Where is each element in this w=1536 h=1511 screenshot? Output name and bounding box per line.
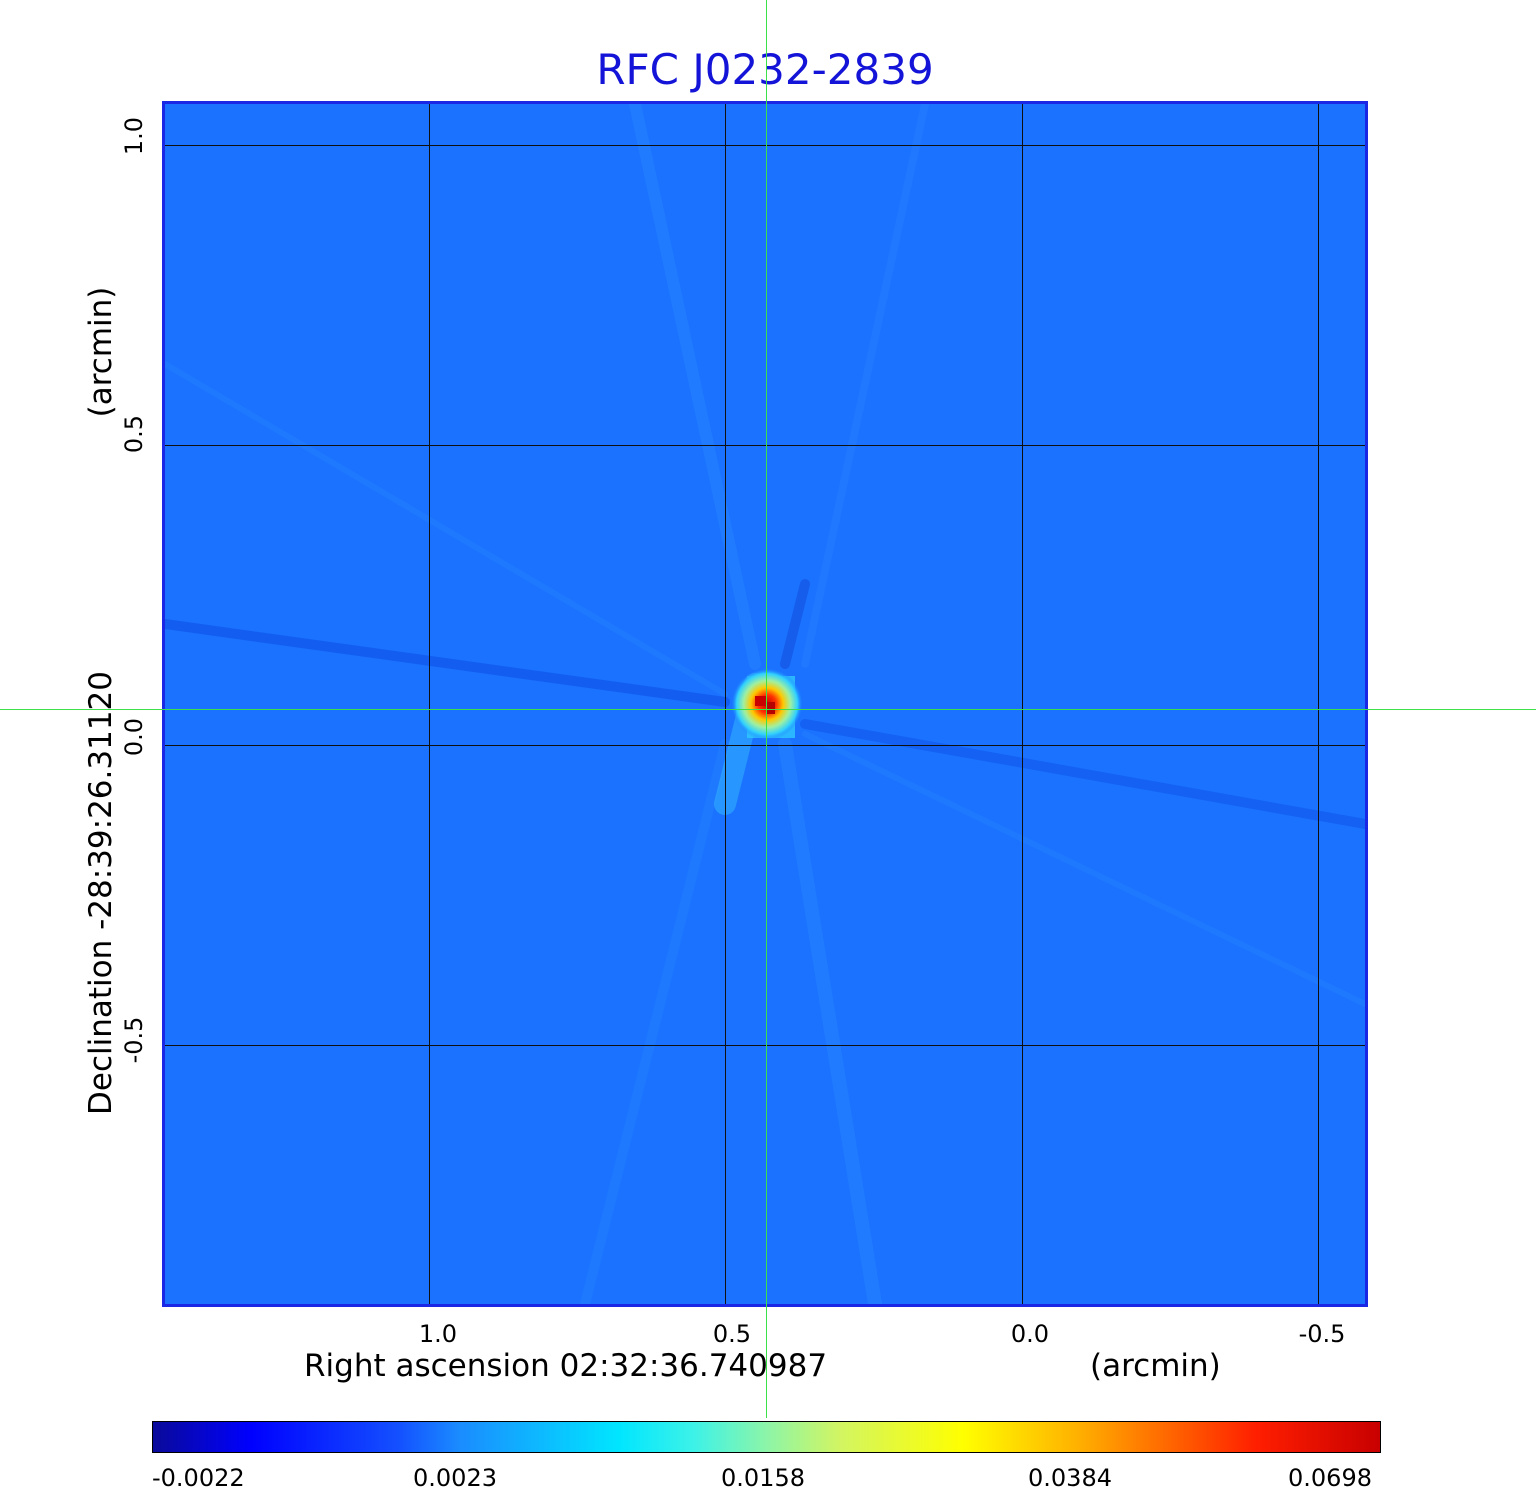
x-axis-unit: (arcmin) — [1090, 1348, 1221, 1384]
crosshair-horizontal — [0, 709, 1536, 710]
grid-line-v-2 — [725, 104, 726, 1304]
y-axis-unit: (arcmin) — [83, 286, 119, 418]
y-tick: -0.5 — [120, 1016, 148, 1064]
colorbar-tick: 0.0023 — [413, 1464, 497, 1492]
y-tick: 1.0 — [120, 116, 148, 156]
image-title: RFC J0232-2839 — [596, 45, 934, 94]
radio-map-image[interactable] — [162, 101, 1368, 1307]
grid-line-h-2 — [165, 445, 1365, 446]
grid-line-h-3 — [165, 745, 1365, 746]
grid-line-v-4 — [1318, 104, 1319, 1304]
colorbar-tick: 0.0158 — [721, 1464, 805, 1492]
y-tick: 0.5 — [120, 414, 148, 454]
colorbar — [152, 1421, 1381, 1453]
grid-line-v-1 — [429, 104, 430, 1304]
y-tick: 0.0 — [120, 717, 148, 757]
grid-line-v-3 — [1022, 104, 1023, 1304]
x-tick: -0.5 — [1298, 1320, 1346, 1348]
x-tick: 0.0 — [1010, 1320, 1050, 1348]
grid-line-h-1 — [165, 145, 1365, 146]
colorbar-tick: 0.0698 — [1288, 1464, 1372, 1492]
y-axis-label: Declination -28:39:26.31120 — [83, 671, 119, 1115]
x-tick: 0.5 — [712, 1320, 752, 1348]
colorbar-tick: 0.0384 — [1028, 1464, 1112, 1492]
colorbar-tick: -0.0022 — [152, 1464, 245, 1492]
grid-line-h-4 — [165, 1045, 1365, 1046]
radio-map-texture — [165, 104, 1365, 1304]
x-axis-label: Right ascension 02:32:36.740987 — [304, 1348, 828, 1384]
x-tick: 1.0 — [418, 1320, 458, 1348]
